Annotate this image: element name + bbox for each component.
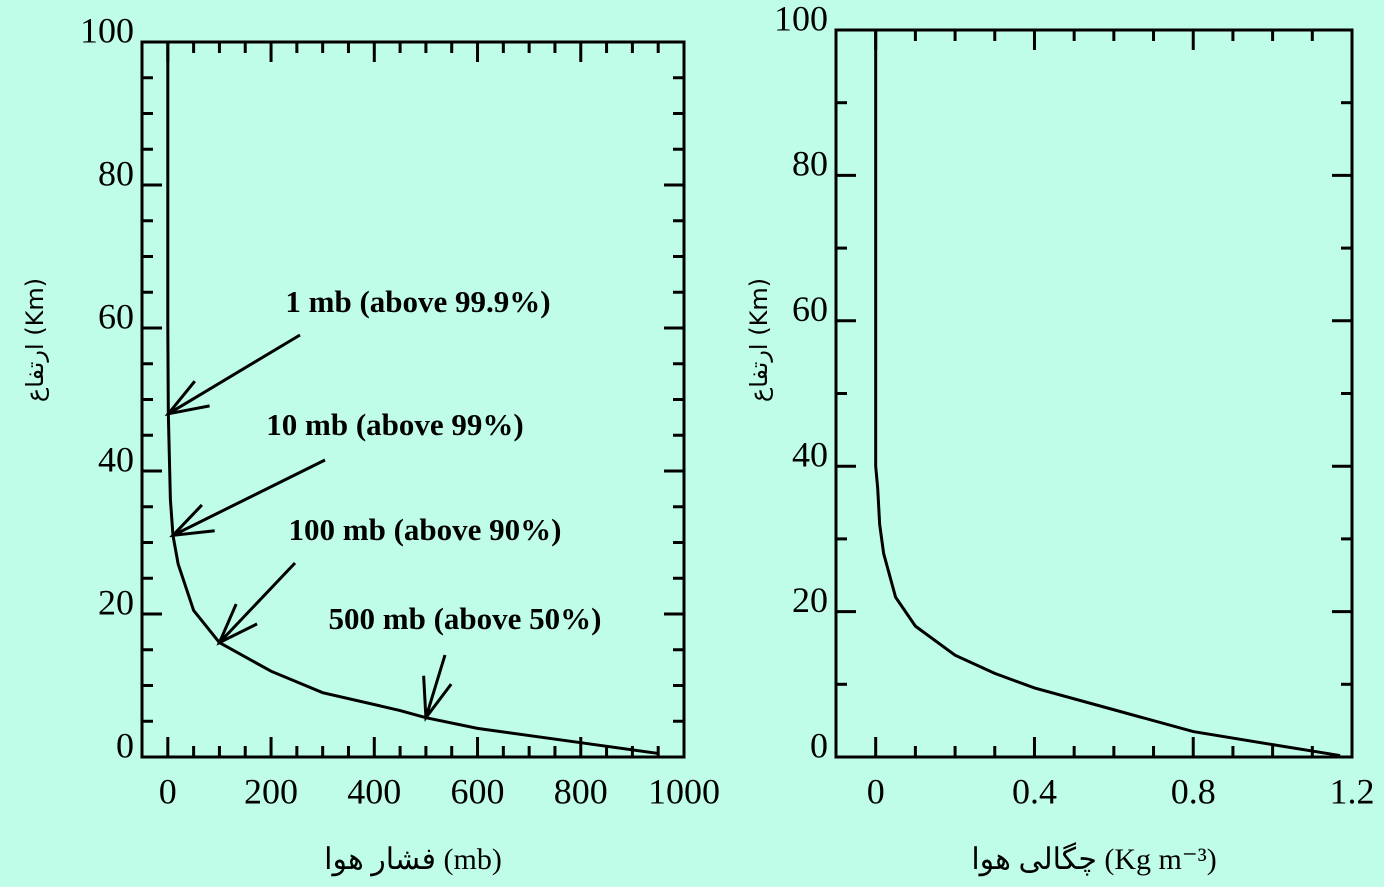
annotation-arrow — [216, 561, 297, 646]
data-line — [166, 42, 659, 755]
annotation-arrow — [164, 333, 301, 417]
y-tick-label: 60 — [792, 289, 828, 329]
y-tick-label: 0 — [116, 725, 134, 765]
x-tick-label: 1.2 — [1330, 771, 1375, 811]
y-tick-label: 0 — [810, 725, 828, 765]
annotation: 100 mb (above 90%) — [289, 512, 562, 547]
x-tick-label: 800 — [554, 771, 608, 811]
x-tick-label: 1000 — [648, 771, 720, 811]
y-tick-label: 40 — [98, 439, 134, 479]
x-tick-label: 200 — [244, 771, 298, 811]
annotation-arrow — [169, 458, 326, 538]
data-line — [874, 30, 1341, 758]
x-tick-label: 0.8 — [1171, 771, 1216, 811]
y-tick-label: 60 — [98, 296, 134, 336]
annotation: 1 mb (above 99.9%) — [285, 284, 550, 319]
y-axis-label: ارتفاع (Km) — [745, 278, 773, 402]
y-tick-label: 80 — [98, 153, 134, 193]
annotation: 10 mb (above 99%) — [266, 407, 523, 442]
plot-frame — [834, 28, 1354, 759]
annotation-arrow — [422, 654, 453, 722]
x-tick-label: 0.4 — [1012, 771, 1057, 811]
plot-frame — [140, 40, 686, 759]
y-tick-label: 20 — [98, 582, 134, 622]
y-tick-label: 40 — [792, 434, 828, 474]
x-axis-label: فشار هوا (mb) — [324, 843, 502, 877]
x-tick-label: 0 — [159, 771, 177, 811]
y-tick-label: 100 — [80, 10, 134, 50]
y-tick-label: 20 — [792, 580, 828, 620]
annotation: 500 mb (above 50%) — [329, 601, 602, 636]
x-tick-label: 600 — [451, 771, 505, 811]
x-axis-label: چگالی هوا (Kg m⁻³) — [971, 842, 1216, 877]
x-tick-label: 0 — [867, 771, 885, 811]
y-axis-label: ارتفاع (Km) — [21, 278, 49, 402]
x-tick-label: 400 — [347, 771, 401, 811]
y-tick-label: 100 — [774, 0, 828, 38]
y-tick-label: 80 — [792, 144, 828, 184]
